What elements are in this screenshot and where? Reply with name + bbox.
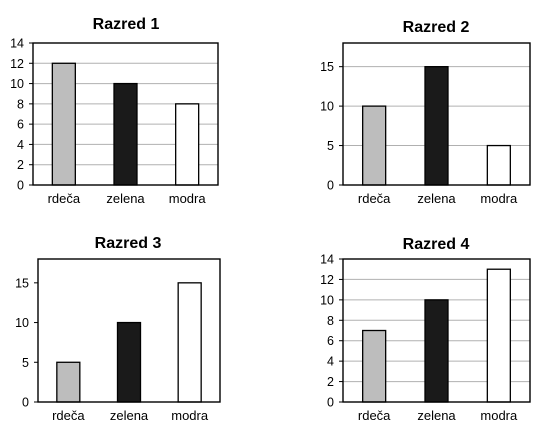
chart-4-xtick-2: modra bbox=[480, 408, 518, 423]
chart-3-ytick-1: 5 bbox=[22, 356, 29, 370]
chart-1-ytick-6: 12 bbox=[10, 57, 24, 71]
chart-3-xtick-2: modra bbox=[171, 408, 209, 423]
chart-2-bar-rdeča bbox=[362, 105, 387, 186]
chart-1-ytick-4: 8 bbox=[17, 97, 24, 111]
chart-4-ytick-7: 14 bbox=[320, 253, 334, 267]
chart-4-bar-modra bbox=[486, 268, 511, 403]
chart-2-bar-zelena bbox=[424, 66, 449, 186]
chart-3-title: Razred 3 bbox=[95, 235, 162, 252]
chart-1-ytick-7: 14 bbox=[10, 37, 24, 51]
chart-3-bar-modra bbox=[177, 282, 202, 403]
chart-1-frame bbox=[32, 42, 219, 186]
chart-4-xtick-0: rdeča bbox=[358, 408, 391, 423]
chart-4-xtick-1: zelena bbox=[417, 408, 456, 423]
chart-4-ytick-5: 10 bbox=[320, 293, 334, 307]
chart-3-bar-zelena bbox=[116, 321, 142, 403]
chart-2-ytick-1: 5 bbox=[327, 139, 334, 153]
chart-4-frame bbox=[342, 258, 531, 403]
chart-1-xtick-1: zelena bbox=[106, 191, 145, 206]
chart-1-ytick-2: 4 bbox=[17, 138, 24, 152]
chart-4-ytick-0: 0 bbox=[327, 396, 334, 410]
chart-4-bar-rdeča bbox=[362, 329, 387, 403]
chart-4-ytick-1: 2 bbox=[327, 375, 334, 389]
chart-4-ytick-2: 4 bbox=[327, 355, 334, 369]
chart-4-bar-zelena bbox=[424, 299, 449, 403]
chart-1-bar-rdeča bbox=[51, 62, 76, 186]
chart-2-bar-modra bbox=[486, 144, 511, 186]
chart-3-xtick-1: zelena bbox=[110, 408, 149, 423]
chart-4-title: Razred 4 bbox=[403, 236, 470, 253]
chart-1-bar-modra bbox=[175, 103, 200, 186]
chart-2-ytick-2: 10 bbox=[320, 100, 334, 114]
chart-4-ytick-6: 12 bbox=[320, 273, 334, 287]
chart-3-frame bbox=[37, 258, 221, 403]
chart-1-ytick-0: 0 bbox=[17, 179, 24, 193]
chart-2-xtick-2: modra bbox=[480, 191, 518, 206]
chart-1-ytick-1: 2 bbox=[17, 158, 24, 172]
chart-1-ytick-3: 6 bbox=[17, 118, 24, 132]
chart-2-ytick-3: 15 bbox=[320, 60, 334, 74]
chart-2-frame bbox=[342, 42, 531, 186]
chart-3-ytick-0: 0 bbox=[22, 396, 29, 410]
chart-1-bar-zelena bbox=[113, 82, 138, 186]
chart-4-ytick-3: 6 bbox=[327, 334, 334, 348]
chart-2-xtick-1: zelena bbox=[417, 191, 456, 206]
chart-3-bar-rdeča bbox=[56, 361, 81, 403]
chart-1-xtick-2: modra bbox=[169, 191, 207, 206]
chart-3-ytick-2: 10 bbox=[15, 316, 29, 330]
chart-2-ytick-0: 0 bbox=[327, 179, 334, 193]
chart-3-xtick-0: rdeča bbox=[52, 408, 85, 423]
chart-1-xtick-0: rdeča bbox=[48, 191, 81, 206]
chart-4-ytick-4: 8 bbox=[327, 314, 334, 328]
chart-2-xtick-0: rdeča bbox=[358, 191, 391, 206]
chart-1-title: Razred 1 bbox=[93, 16, 160, 33]
chart-2-title: Razred 2 bbox=[403, 19, 470, 36]
chart-1-ytick-5: 10 bbox=[10, 77, 24, 91]
chart-3-ytick-3: 15 bbox=[15, 276, 29, 290]
